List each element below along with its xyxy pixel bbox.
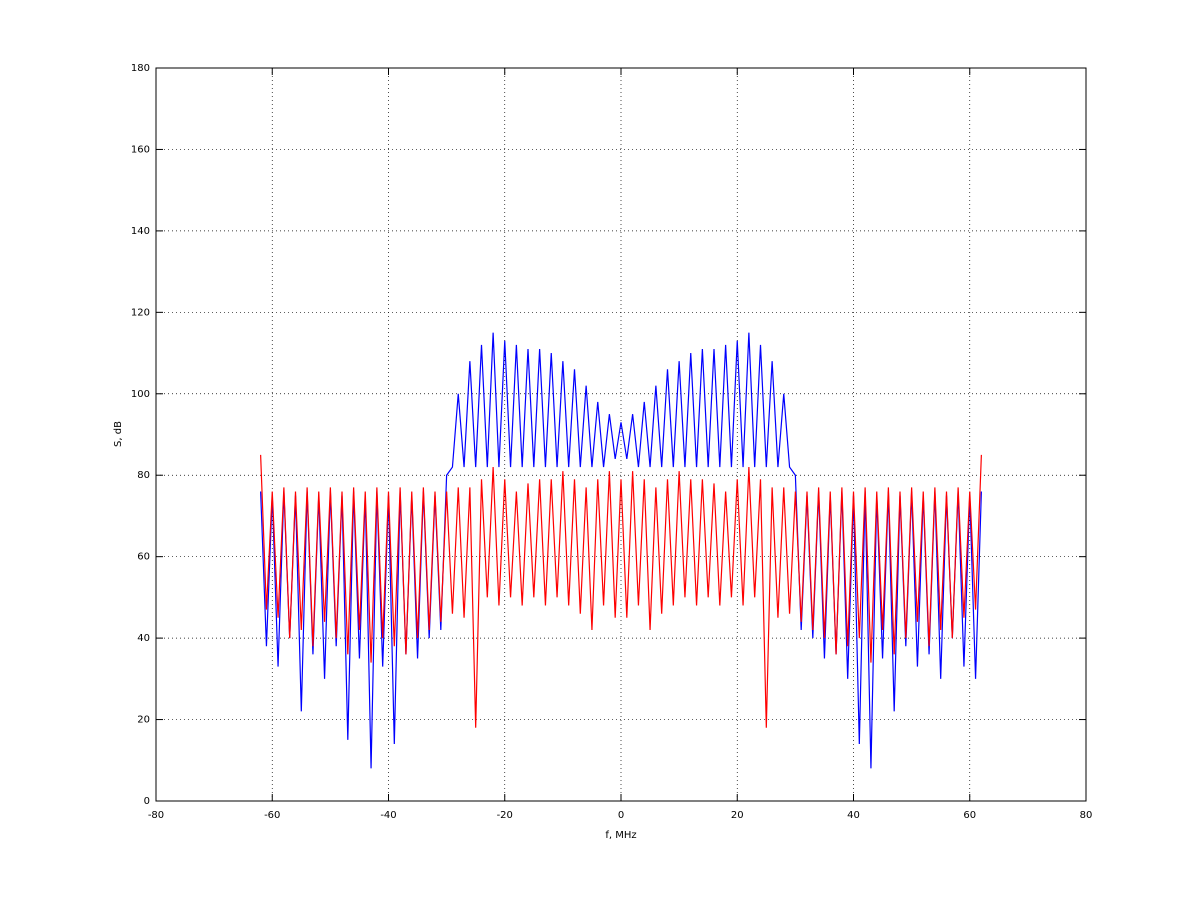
x-axis-label: f, MHz [605,830,636,841]
x-tick-label: 80 [1080,810,1093,821]
x-tick-label: -60 [264,810,280,821]
x-tick-label: -80 [148,810,164,821]
y-tick-label: 100 [131,389,150,400]
y-tick-label: 0 [144,796,150,807]
plot-frame [155,67,1087,802]
y-tick-label: 120 [131,307,150,318]
y-tick-label: 60 [137,552,150,563]
series-line [260,454,982,728]
x-tick-label: 40 [847,810,860,821]
y-tick-label: 140 [131,226,150,237]
y-tick-label: 160 [131,144,150,155]
y-tick-label: 40 [137,633,150,644]
y-tick-label: 20 [137,715,150,726]
x-tick-label: -40 [380,810,396,821]
x-tick-label: 0 [618,810,624,821]
y-tick-label: 80 [137,470,150,481]
y-tick-label: 180 [131,63,150,74]
x-tick-label: -20 [497,810,513,821]
x-tick-label: 60 [963,810,976,821]
x-tick-label: 20 [731,810,744,821]
y-axis-label: S, dB [113,421,124,447]
series-line [260,332,982,769]
